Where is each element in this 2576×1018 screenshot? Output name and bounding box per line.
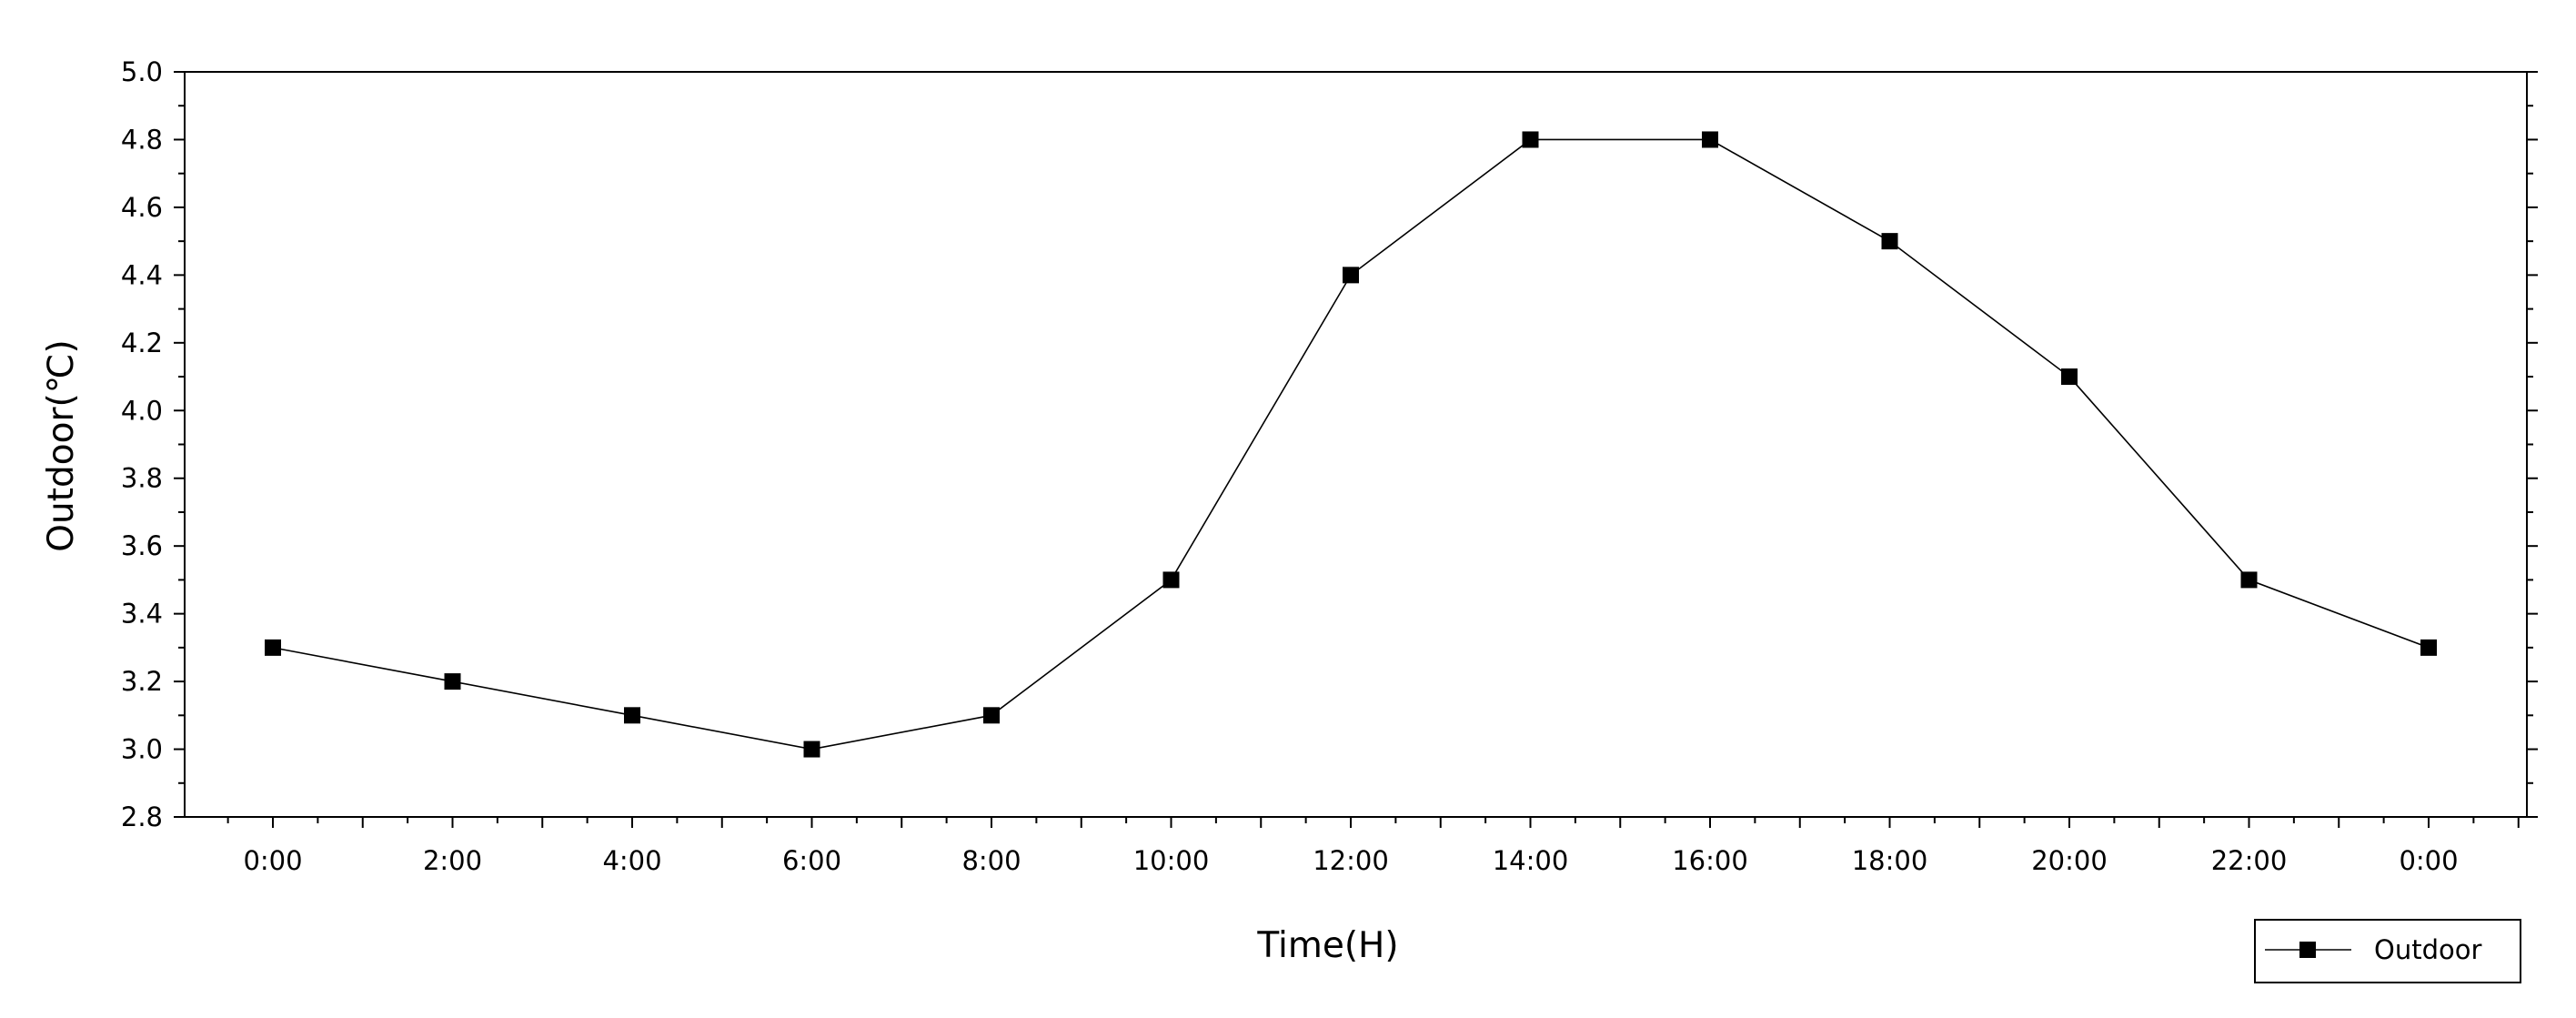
y-tick-label: 2.8	[121, 801, 163, 832]
data-point-marker	[1522, 131, 1539, 148]
markers-outdoor	[265, 131, 2437, 758]
y-tick-label: 3.6	[121, 530, 163, 561]
data-point-marker	[2061, 368, 2078, 386]
x-tick-label: 16:00	[1672, 845, 1748, 876]
y-tick-label: 3.8	[121, 463, 163, 494]
legend: Outdoor	[2254, 919, 2521, 983]
data-point-marker	[2420, 639, 2437, 656]
data-point-marker	[1162, 571, 1180, 589]
data-point-marker	[444, 673, 461, 690]
x-tick-label: 4:00	[602, 845, 661, 876]
y-tick-label: 3.2	[121, 666, 163, 697]
x-tick-label: 22:00	[2211, 845, 2288, 876]
data-point-marker	[1343, 267, 1359, 284]
data-point-marker	[265, 639, 281, 656]
y-tick-label: 4.6	[121, 192, 163, 223]
x-tick-label: 8:00	[961, 845, 1021, 876]
legend-box	[2254, 919, 2521, 983]
data-point-marker	[1702, 131, 1718, 148]
y-tick-label: 3.0	[121, 734, 163, 765]
legend-label-outdoor: Outdoor	[2374, 934, 2481, 965]
data-point-marker	[624, 707, 640, 724]
y-tick-label: 4.0	[121, 395, 163, 426]
x-tick-label: 2:00	[423, 845, 482, 876]
y-tick-label: 4.2	[121, 328, 163, 358]
data-point-marker	[1881, 233, 1898, 250]
ticks: 2.8 3.0 3.2 3.4 3.6 3.8 4.0 4.2 4.4 4.6 4.8 5.0 0:00…	[121, 56, 2538, 876]
x-tick-label: 12:00	[1313, 845, 1389, 876]
data-point-marker	[2240, 571, 2258, 589]
y-axis-title: Outdoor(℃)	[41, 339, 82, 551]
x-tick-label: 0:00	[2399, 845, 2458, 876]
y-tick-label: 3.4	[121, 599, 163, 630]
legend-marker-icon	[2299, 942, 2316, 958]
x-tick-label: 10:00	[1133, 845, 1210, 876]
x-tick-label: 6:00	[782, 845, 841, 876]
x-tick-label: 18:00	[1852, 845, 1928, 876]
x-tick-label: 14:00	[1493, 845, 1569, 876]
axes	[184, 71, 2528, 818]
data-point-marker	[803, 741, 820, 758]
x-tick-label: 0:00	[243, 845, 302, 876]
y-tick-label: 5.0	[121, 56, 163, 87]
data-point-marker	[983, 707, 1000, 724]
x-axis-title: Time(H)	[1256, 925, 1398, 966]
y-tick-label: 4.4	[121, 259, 163, 290]
y-tick-label: 4.8	[121, 124, 163, 155]
series-outdoor	[272, 138, 2430, 751]
series-line-outdoor	[272, 138, 2430, 751]
x-tick-label: 20:00	[2031, 845, 2108, 876]
